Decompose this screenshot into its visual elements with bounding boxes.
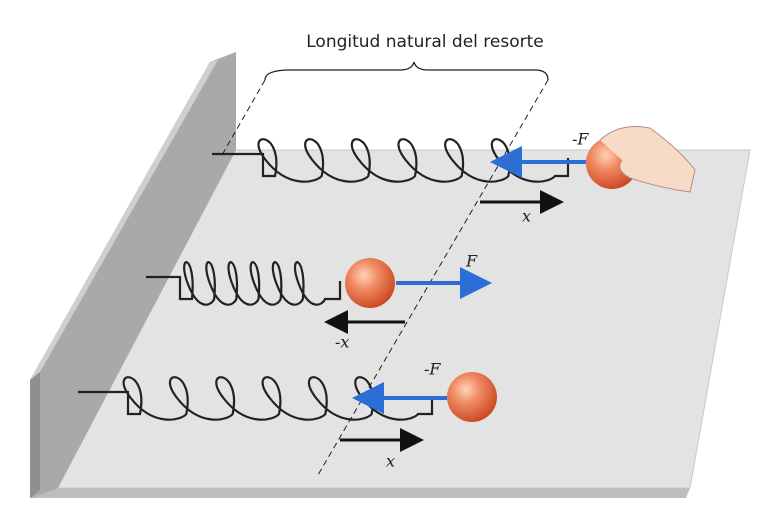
- brace: [265, 62, 548, 80]
- displacement-label: -x: [335, 333, 349, 352]
- displacement-label: x: [386, 452, 395, 471]
- wall-side: [30, 372, 40, 498]
- force-label: -F: [424, 360, 441, 379]
- ball: [447, 372, 497, 422]
- force-label: F: [465, 252, 478, 271]
- displacement-label: x: [522, 207, 531, 226]
- spring-diagram: Longitud natural del resorte -F x F -x -…: [0, 0, 763, 527]
- ball: [345, 258, 395, 308]
- force-label: -F: [572, 130, 589, 149]
- title: Longitud natural del resorte: [306, 32, 544, 52]
- floor-edge: [30, 488, 690, 498]
